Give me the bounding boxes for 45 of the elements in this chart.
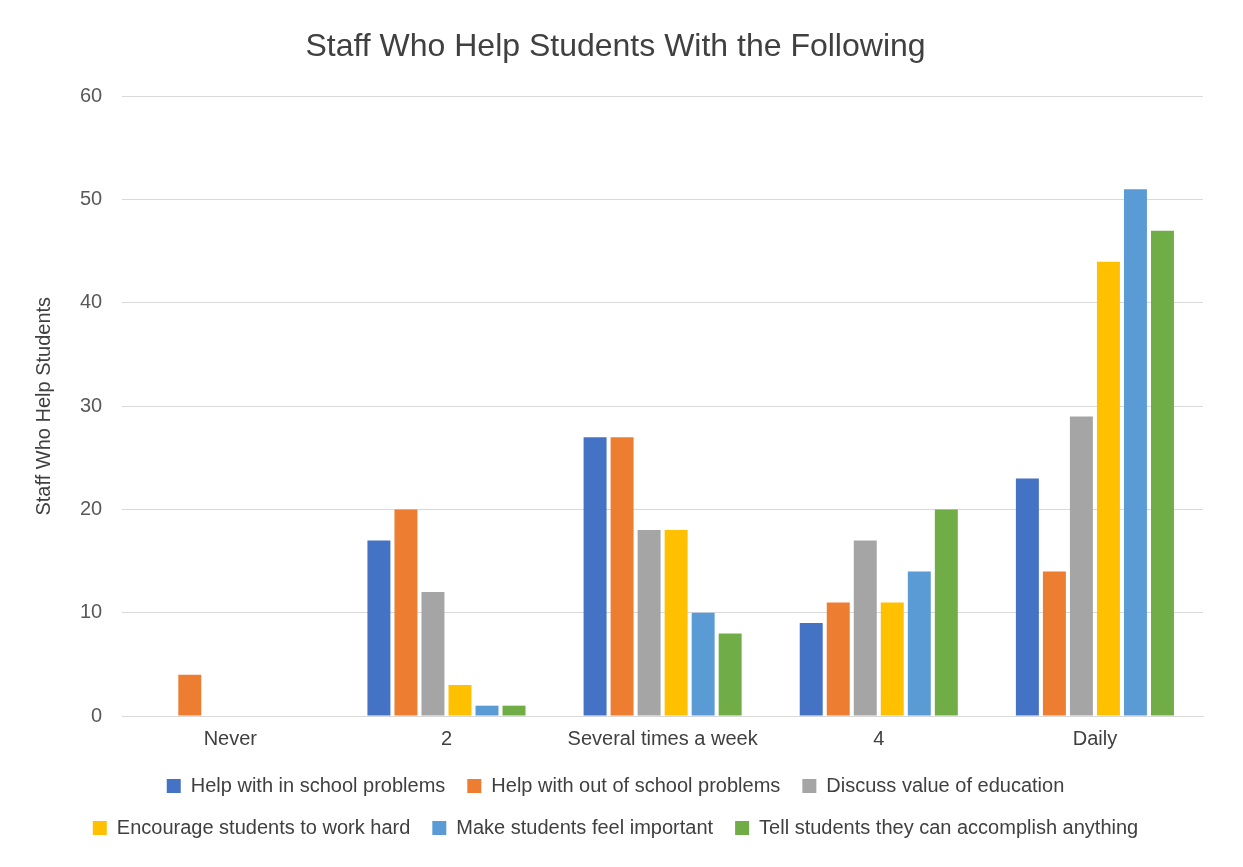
y-axis-title: Staff Who Help Students [31,296,54,516]
bar [367,540,391,716]
bar [880,602,904,716]
legend-label: Tell students they can accomplish anything [759,815,1139,838]
bar [421,592,445,716]
legend-label: Help with out of school problems [491,773,781,796]
bar [394,509,418,716]
bar [1150,230,1174,716]
bar [178,674,202,716]
bar [448,685,472,716]
bar [502,705,526,716]
y-tick-label: 60 [80,83,103,106]
x-tick-label: Daily [1072,726,1118,749]
bar [1123,189,1147,716]
x-tick-label: 4 [873,726,885,749]
y-tick-label: 40 [80,290,103,313]
y-tick-label: 50 [80,187,103,210]
bar [1096,261,1120,716]
chart-title: Staff Who Help Students With the Following [305,27,926,64]
bar [583,437,607,716]
bar [691,612,715,716]
bar [799,623,823,716]
bar [1069,416,1093,716]
bar [610,437,634,716]
y-tick-label: 20 [80,496,103,519]
x-tick-label: Several times a week [567,726,759,749]
x-tick-label: Never [203,726,258,749]
legend-label: Discuss value of education [826,773,1065,796]
bar [1015,478,1039,716]
legend-label: Encourage students to work hard [116,815,411,838]
legend-label: Help with in school problems [190,773,446,796]
bar [934,509,958,716]
legend-label: Make students feel important [456,815,714,838]
x-tick-label: 2 [440,726,453,749]
bar [637,530,661,716]
bar [907,571,931,716]
y-tick-label: 10 [80,600,103,623]
bar [718,633,742,716]
bar [853,540,877,716]
bar [475,705,499,716]
bar [1042,571,1066,716]
y-tick-label: 0 [91,703,103,726]
bar [826,602,850,716]
bar [664,530,688,716]
y-tick-label: 30 [80,393,103,416]
